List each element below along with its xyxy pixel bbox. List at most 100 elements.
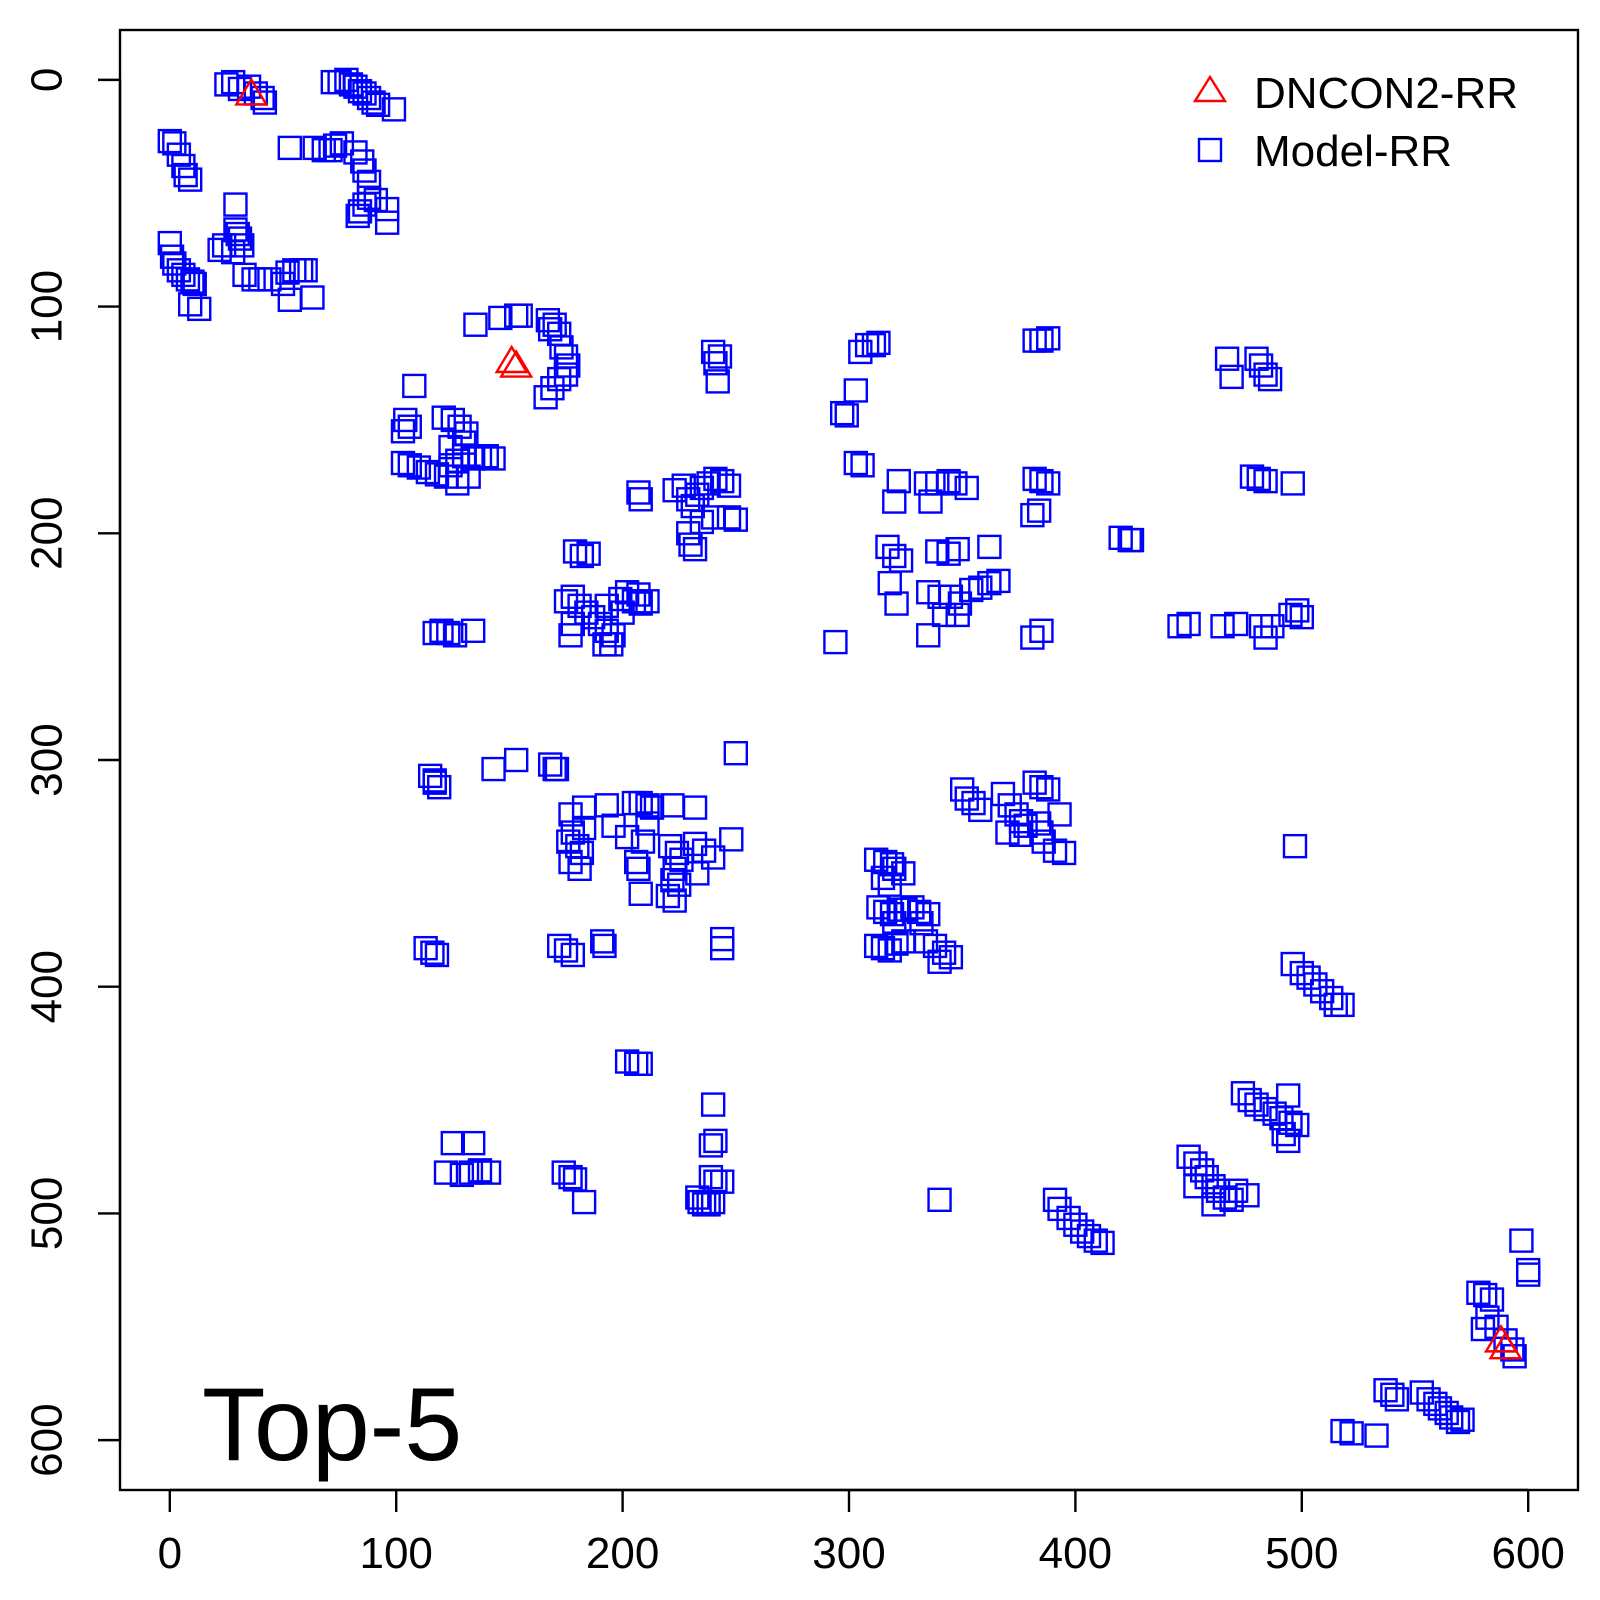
model-rr-point: [954, 475, 979, 501]
model-rr-point: [703, 351, 728, 376]
model-rr-point: [689, 509, 715, 535]
model-rr-point: [1042, 838, 1068, 863]
model-rr-point: [558, 802, 583, 827]
model-rr-point: [474, 444, 499, 469]
model-rr-point: [850, 453, 875, 478]
model-rr-point: [1330, 1418, 1355, 1444]
model-rr-point: [420, 940, 445, 965]
model-rr-point: [1445, 1409, 1471, 1435]
model-rr-point: [594, 618, 619, 643]
model-rr-point: [562, 539, 588, 564]
model-rr-point: [1076, 1223, 1102, 1249]
model-rr-point: [843, 378, 868, 403]
y-tick-label: 200: [22, 497, 71, 570]
model-rr-point: [1047, 802, 1072, 827]
y-tick-label: 500: [22, 1177, 71, 1250]
model-rr-point: [537, 752, 563, 777]
model-rr-point: [968, 575, 993, 600]
model-rr-point: [1470, 1316, 1496, 1342]
model-rr-point: [628, 1051, 653, 1076]
model-rr-point: [1380, 1382, 1405, 1407]
model-rr-point: [848, 339, 873, 365]
model-rr-point: [1285, 1112, 1310, 1138]
model-rr-point: [843, 450, 868, 476]
model-rr-point: [1285, 598, 1310, 623]
model-rr-point: [569, 543, 595, 569]
model-rr-point: [626, 582, 651, 607]
model-rr-point: [544, 756, 570, 782]
model-rr-point: [687, 1189, 712, 1215]
model-rr-point: [628, 881, 653, 906]
model-rr-point: [560, 584, 585, 609]
model-rr-point: [986, 568, 1011, 594]
model-rr-point: [1119, 527, 1145, 553]
model-rr-point: [460, 1130, 486, 1156]
model-rr-point: [1219, 1187, 1244, 1213]
model-rr-point: [664, 840, 690, 866]
model-rr-point: [460, 618, 486, 643]
model-rr-point: [689, 475, 715, 501]
model-rr-point: [936, 541, 961, 566]
model-rr-point: [875, 534, 900, 560]
model-rr-point: [1176, 1144, 1201, 1169]
model-rr-point: [594, 793, 619, 818]
model-rr-point: [438, 434, 463, 460]
model-rr-point: [1022, 770, 1047, 795]
model-rr-point: [553, 938, 579, 963]
model-rr-point: [916, 623, 941, 648]
model-rr-point: [293, 258, 318, 283]
model-rr-point: [977, 570, 1002, 596]
model-rr-point: [1309, 979, 1335, 1004]
model-rr-point: [560, 942, 585, 968]
model-rr-point: [626, 480, 651, 505]
model-rr-point: [623, 849, 649, 875]
model-rr-point: [1271, 1121, 1296, 1147]
model-rr-point: [703, 466, 728, 492]
model-rr-point: [877, 570, 902, 596]
model-rr-point: [707, 344, 733, 369]
model-rr-point: [1289, 604, 1314, 630]
dncon2-rr-point: [234, 77, 269, 106]
model-rr-point: [1276, 1083, 1301, 1108]
model-rr-point: [433, 1160, 459, 1185]
model-rr-point: [322, 133, 348, 158]
model-rr-point: [454, 421, 479, 446]
model-rr-point: [705, 369, 730, 394]
model-rr-point: [397, 453, 422, 478]
model-rr-point: [537, 317, 563, 342]
model-rr-point: [700, 1189, 726, 1215]
model-rr-point: [211, 233, 237, 258]
model-rr-point: [877, 938, 902, 963]
model-rr-point: [1051, 840, 1077, 866]
model-rr-point: [429, 618, 454, 643]
model-rr-point: [685, 861, 710, 886]
model-rr-point: [608, 586, 633, 612]
model-rr-point: [1257, 366, 1283, 392]
model-rr-point: [945, 602, 970, 628]
x-tick-label: 200: [586, 1529, 659, 1578]
model-rr-point: [1296, 965, 1321, 990]
model-rr-point: [594, 593, 619, 619]
model-rr-point: [635, 811, 660, 836]
model-rr-point: [696, 471, 721, 496]
model-rr-point: [1026, 811, 1052, 836]
model-rr-point: [463, 312, 488, 337]
model-rr-point: [1330, 992, 1355, 1018]
model-rr-point: [1500, 1337, 1525, 1362]
model-rr-point: [599, 632, 624, 657]
model-rr-point: [1384, 1387, 1410, 1412]
model-rr-point: [626, 856, 651, 882]
x-tick-label: 500: [1265, 1529, 1338, 1578]
model-rr-point: [300, 285, 325, 310]
model-rr-point: [635, 793, 660, 818]
model-rr-point: [431, 405, 456, 430]
model-rr-point: [703, 1128, 728, 1154]
model-rr-point: [927, 1187, 952, 1213]
dncon2-rr-point: [1488, 1330, 1523, 1360]
model-rr-point: [1253, 468, 1278, 494]
model-rr-point: [1479, 1287, 1505, 1312]
model-rr-point: [576, 541, 601, 566]
model-rr-point: [1042, 1187, 1068, 1213]
model-rr-point: [682, 536, 708, 562]
